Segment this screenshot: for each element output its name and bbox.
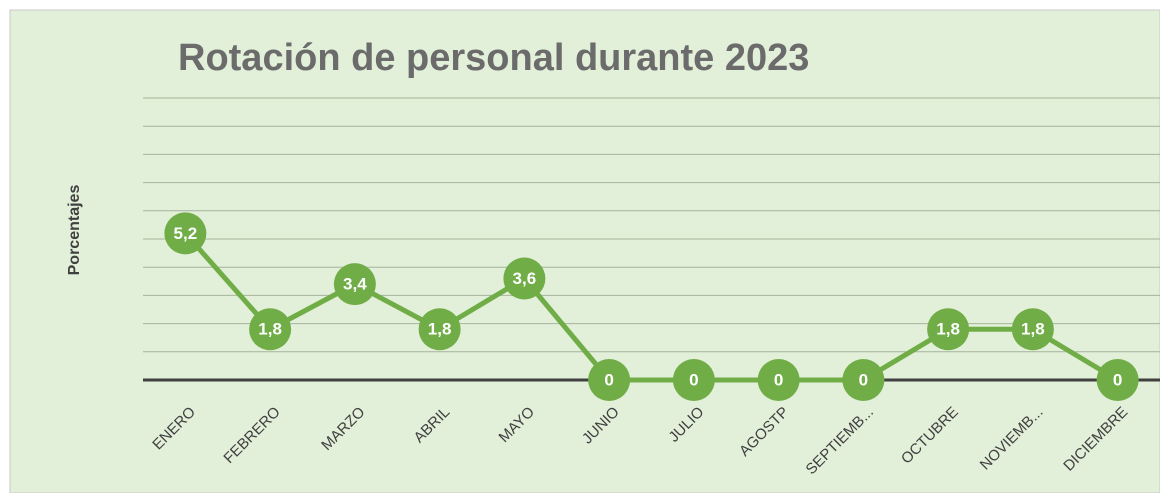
marker [842,359,885,401]
marker [927,308,970,351]
marker [164,212,207,255]
data-label: 0 [604,370,613,389]
data-label: 1,8 [258,320,282,339]
marker [672,359,715,401]
marker [1011,308,1054,351]
data-label: 3,4 [343,275,367,294]
marker [249,308,292,351]
data-label: 0 [689,370,698,389]
marker [503,257,546,300]
chart-title: Rotación de personal durante 2023 [178,37,809,79]
data-label: 1,8 [428,320,452,339]
data-label: 5,2 [174,224,198,243]
data-label: 0 [859,370,868,389]
marker [588,359,631,401]
y-axis-label: Porcentajes [66,185,83,276]
data-label: 3,6 [513,269,537,288]
marker [757,359,800,401]
data-label: 1,8 [1021,320,1045,339]
marker [1096,359,1139,401]
marker [333,263,376,306]
data-label: 0 [774,370,783,389]
data-label: 0 [1113,370,1122,389]
data-label: 1,8 [936,320,960,339]
marker [418,308,461,351]
